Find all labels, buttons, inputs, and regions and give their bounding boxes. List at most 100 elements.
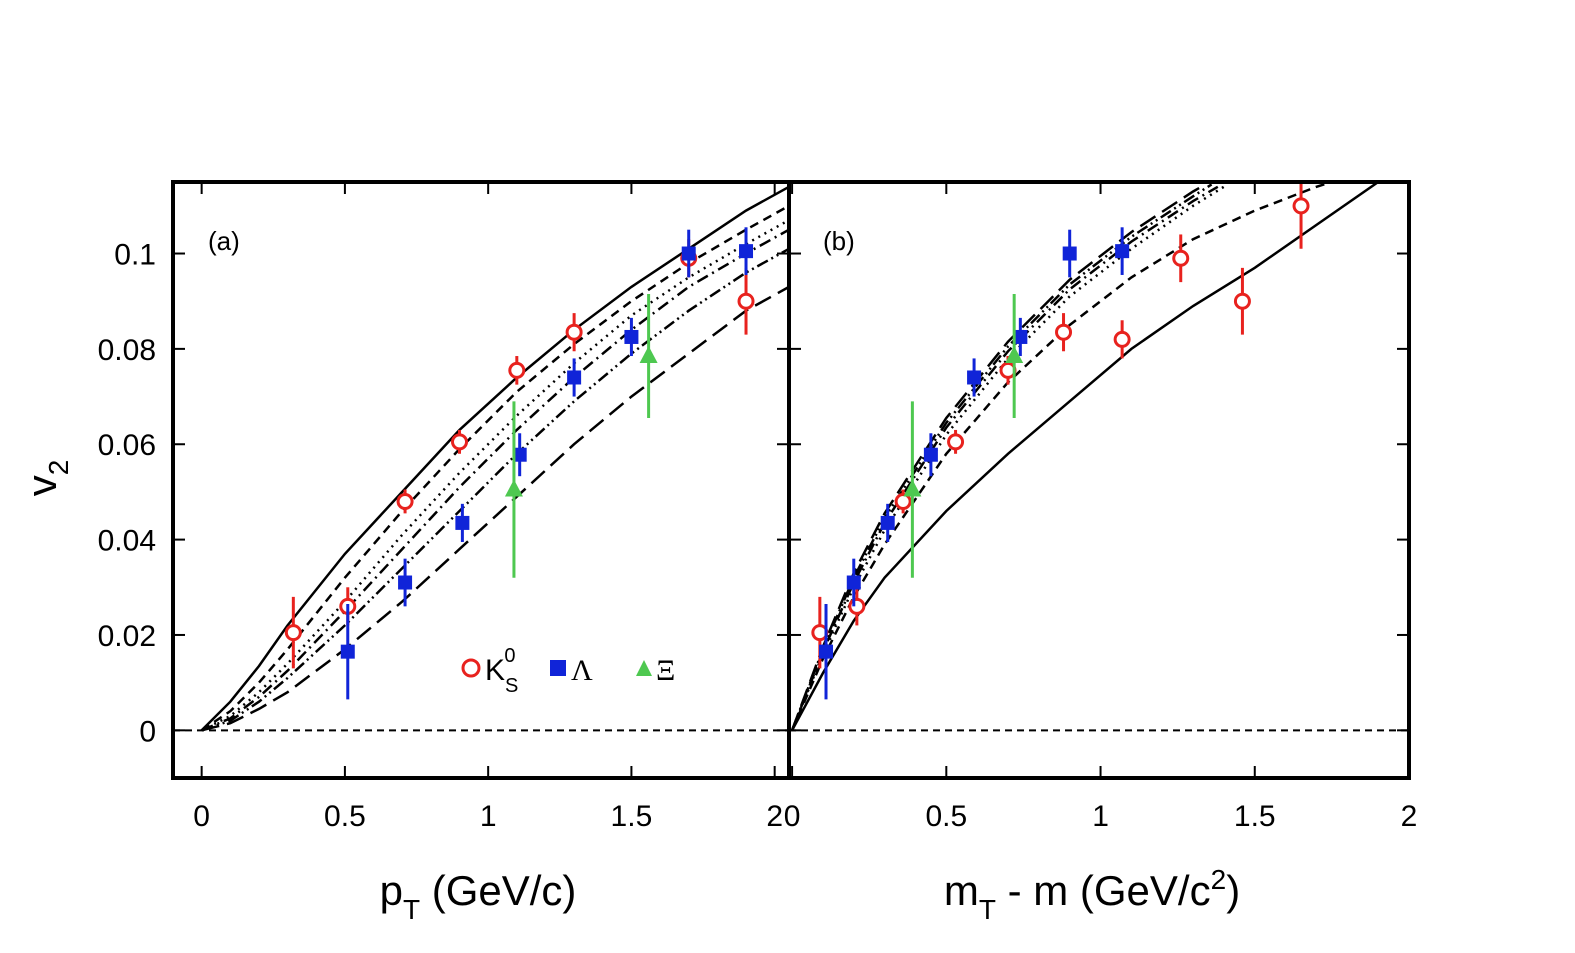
a-curve-dash-dot-3 [201,228,789,732]
x-axis-title-b: mT - m (GeV/c2) [944,864,1240,925]
a-point-item-1-3-marker [512,447,527,462]
a-xtick-label-3: 1.5 [611,800,653,833]
x-axis-title-b-sub: T [979,894,996,925]
a-point-item-2-1 [639,294,658,419]
b-xtick-label-1: 0.5 [925,800,967,833]
b-ticks: 0 0.5 1 1.5 2 [784,182,1418,833]
b-xtick-label-4: 2 [1401,800,1418,833]
legend-sub-s: S [505,675,518,697]
x-axis-title-b-sup: 2 [1211,864,1227,895]
a-frame [171,180,791,780]
b-point-item-1-4-marker [967,370,982,385]
a-point-k-0-3-marker [451,433,469,451]
b-curve-dot-2 [790,185,1225,731]
b-point-k-0-8-marker [1233,292,1251,310]
b-point-item-1-5-marker [1013,329,1028,344]
b-xtick-label-0: 0 [784,800,801,833]
b-point-k-0-7-marker [1172,249,1190,267]
a-point-k-0-4 [508,356,526,385]
b-point-k-0-5 [1055,313,1073,352]
a-point-k-0-5 [565,313,583,352]
a-xtick-label-1: 0.5 [324,800,366,833]
legend-marker-triangle [636,660,652,676]
a-point-k-0-2-marker [396,492,414,510]
b-point-item-1-4 [967,358,982,397]
a-point-item-1-4-marker [567,370,582,385]
a-point-item-1-2-marker [455,515,470,530]
a-point-item-1-7 [739,227,754,275]
b-point-item-2-0-marker [903,479,922,497]
a-xtick-label-0: 0 [193,800,210,833]
a-point-item-1-6 [681,229,696,278]
x-axis-title-a-sub: T [403,894,420,925]
a-point-item-2-0 [504,401,523,578]
ytick-label-3: 0.06 [98,429,156,462]
b-point-k-0-3-marker [947,433,965,451]
a-point-item-1-1-marker [398,575,413,590]
a-point-item-1-7-marker [739,244,754,259]
legend-label-k: K [485,654,505,687]
a-point-k-0-7 [737,267,755,335]
b-point-item-2-0 [903,401,922,578]
legend-label-xi: Ξ [656,654,675,687]
a-point-k-0-2 [396,489,414,514]
b-frame [787,180,1411,780]
legend-marker-square [550,660,566,676]
x-axis-title-a-main: p [380,867,403,914]
a-point-k-0-5-marker [565,323,583,341]
b-curve-solid-0 [790,182,1379,731]
x-axis-title-b-end: ) [1226,867,1240,914]
panel-label-b: (b) [823,226,855,256]
a-point-item-2-0-marker [504,479,523,497]
b-point-item-1-1-marker [846,575,861,590]
a-points [284,227,755,700]
y-axis-title-sub: 2 [43,460,74,476]
b-curves [790,182,1379,731]
b-point-item-1-6 [1062,229,1077,278]
ytick-label-5: 0.1 [114,239,156,272]
b-point-k-0-2-marker [894,492,912,510]
b-point-item-1-0 [819,603,834,700]
a-point-item-1-0 [340,603,355,700]
b-point-item-2-1 [1005,294,1024,419]
a-ticks: 0 0.5 1 1.5 2 0 0.02 0.04 0.06 0.08 0.1 [98,182,789,833]
b-points [811,182,1310,700]
a-point-item-1-5 [624,317,639,357]
b-point-k-0-6 [1113,320,1131,359]
b-point-item-1-1 [846,558,861,607]
a-xtick-label-4: 2 [766,800,783,833]
legend-marker-circle [461,658,481,678]
a-curve-short-dash-1 [201,204,789,732]
b-curve-long-dash-5 [790,183,1207,731]
x-axis-title-a: pT (GeV/c) [380,867,577,925]
b-point-k-0-6-marker [1113,330,1131,348]
a-point-item-1-3 [512,433,527,477]
b-point-item-1-2-marker [880,515,895,530]
a-point-item-1-4 [567,358,582,397]
b-point-k-0-3 [947,429,965,454]
b-point-item-2-1-marker [1005,346,1024,364]
a-point-k-0-3 [451,429,469,454]
x-axis-title-a-rest: (GeV/c) [420,867,576,914]
b-point-k-0-1-marker [848,597,866,615]
x-axis-title-b-rest: - m (GeV/c [996,867,1211,914]
y-axis-title-main: v [18,475,65,496]
b-point-item-1-7-marker [1115,244,1130,259]
b-point-k-0-9 [1292,182,1310,249]
ytick-label-2: 0.04 [98,525,156,558]
ytick-label-1: 0.02 [98,620,156,653]
a-point-k-0-0-marker [284,624,302,642]
legend-entry-k0s: KS 0 [461,645,518,697]
b-point-k-0-8 [1233,267,1251,335]
b-point-item-1-3-marker [923,447,938,462]
panel-b: 0 0.5 1 1.5 2 (b) [784,180,1418,833]
b-point-k-0-7 [1172,234,1190,283]
x-axis-title-b-main: m [944,867,979,914]
a-point-item-1-1 [398,558,413,607]
a-curve-solid-0 [200,185,789,732]
b-curve-dash-dot-3 [790,185,1219,731]
a-curve-dash-dot-dot-4 [201,247,789,732]
legend-entry-lambda: Λ [550,654,593,687]
a-curve-long-dash-5 [201,285,789,732]
